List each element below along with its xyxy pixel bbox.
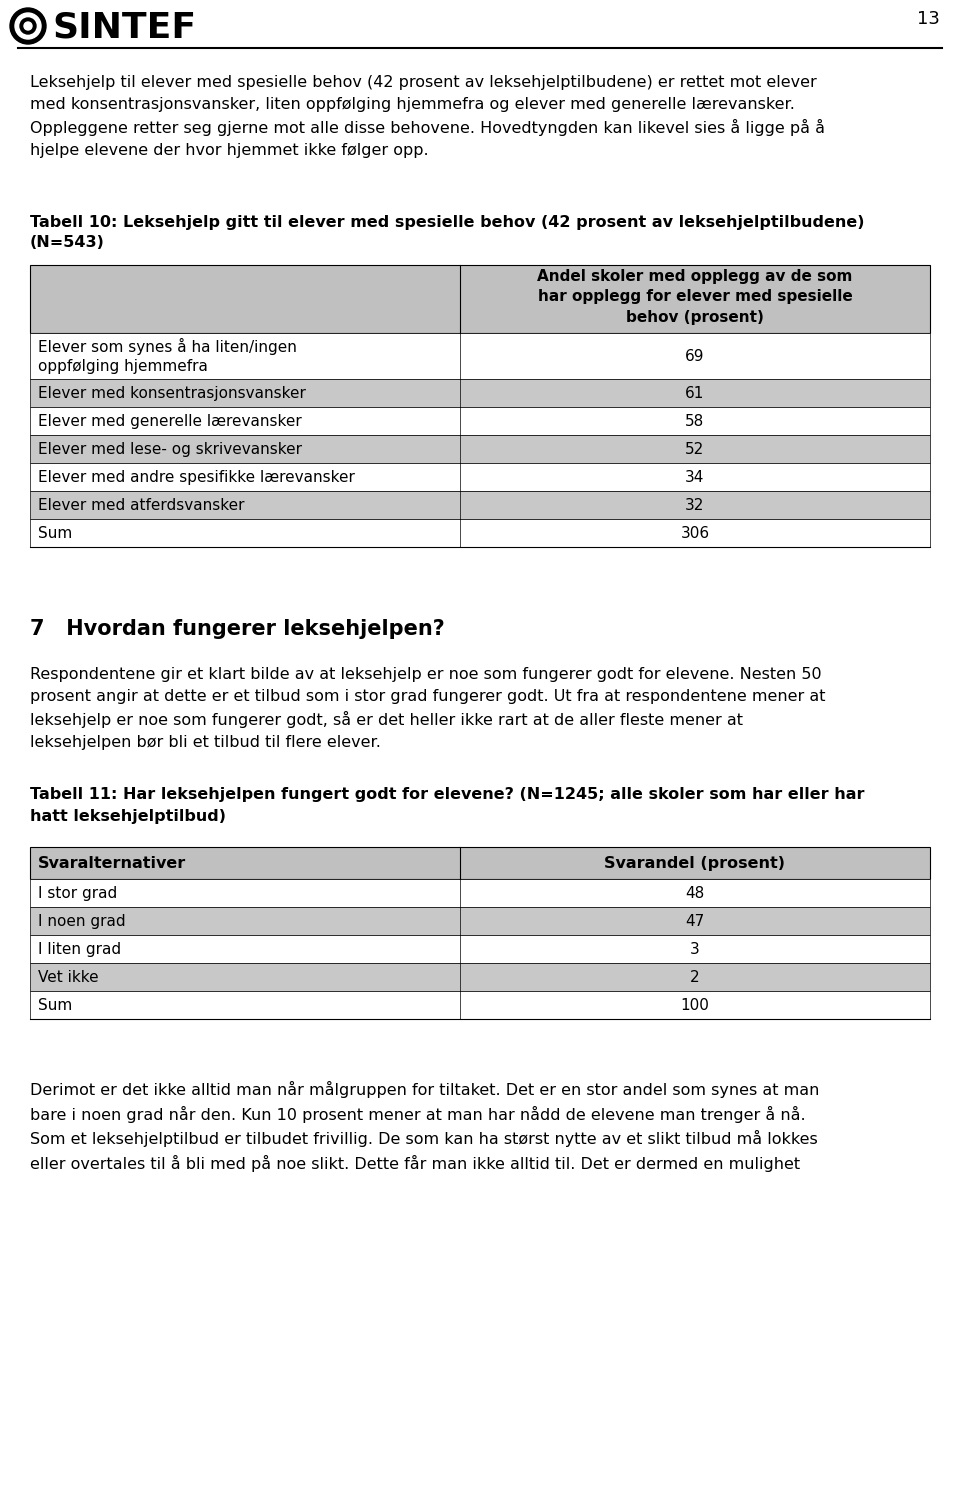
Text: Leksehjelp til elever med spesielle behov (42 prosent av leksehjelptilbudene) er: Leksehjelp til elever med spesielle beho… bbox=[30, 75, 825, 159]
Text: Andel skoler med opplegg av de som
har opplegg for elever med spesielle
behov (p: Andel skoler med opplegg av de som har o… bbox=[538, 269, 852, 325]
Bar bbox=[30, 334, 930, 378]
Text: 7   Hvordan fungerer leksehjelpen?: 7 Hvordan fungerer leksehjelpen? bbox=[30, 619, 444, 639]
Bar bbox=[30, 935, 930, 963]
Text: 306: 306 bbox=[681, 525, 709, 540]
Bar bbox=[30, 880, 930, 907]
Text: 32: 32 bbox=[685, 498, 705, 513]
Bar bbox=[30, 462, 930, 491]
Text: I liten grad: I liten grad bbox=[38, 941, 121, 956]
Bar bbox=[30, 407, 930, 435]
Text: 47: 47 bbox=[685, 914, 705, 929]
Bar bbox=[30, 847, 930, 880]
Bar bbox=[30, 990, 930, 1019]
Circle shape bbox=[24, 22, 32, 30]
Text: I noen grad: I noen grad bbox=[38, 914, 126, 929]
Text: (N=543): (N=543) bbox=[30, 235, 105, 250]
Text: Sum: Sum bbox=[38, 998, 72, 1013]
Text: Tabell 10: Leksehjelp gitt til elever med spesielle behov (42 prosent av leksehj: Tabell 10: Leksehjelp gitt til elever me… bbox=[30, 215, 865, 230]
Text: 100: 100 bbox=[681, 998, 709, 1013]
Bar bbox=[30, 963, 930, 990]
Text: SINTEF: SINTEF bbox=[52, 10, 196, 43]
Text: 61: 61 bbox=[685, 386, 705, 401]
Circle shape bbox=[15, 13, 41, 39]
Text: Tabell 11: Har leksehjelpen fungert godt for elevene? (N=1245; alle skoler som h: Tabell 11: Har leksehjelpen fungert godt… bbox=[30, 787, 865, 802]
Text: 58: 58 bbox=[685, 413, 705, 428]
Text: Vet ikke: Vet ikke bbox=[38, 969, 99, 984]
Bar bbox=[30, 378, 930, 407]
Text: Elever med lese- og skrivevansker: Elever med lese- og skrivevansker bbox=[38, 441, 302, 456]
Text: Derimot er det ikke alltid man når målgruppen for tiltaket. Det er en stor andel: Derimot er det ikke alltid man når målgr… bbox=[30, 1082, 820, 1173]
Text: Sum: Sum bbox=[38, 525, 72, 540]
Text: Elever med andre spesifikke lærevansker: Elever med andre spesifikke lærevansker bbox=[38, 470, 355, 485]
Text: 2: 2 bbox=[690, 969, 700, 984]
Bar bbox=[30, 907, 930, 935]
Bar bbox=[30, 435, 930, 462]
Text: Svaralternativer: Svaralternativer bbox=[38, 856, 186, 871]
Text: Svarandel (prosent): Svarandel (prosent) bbox=[605, 856, 785, 871]
Text: Elever med atferdsvansker: Elever med atferdsvansker bbox=[38, 498, 245, 513]
Text: 52: 52 bbox=[685, 441, 705, 456]
Text: Elever med generelle lærevansker: Elever med generelle lærevansker bbox=[38, 413, 301, 428]
Text: Respondentene gir et klart bilde av at leksehjelp er noe som fungerer godt for e: Respondentene gir et klart bilde av at l… bbox=[30, 667, 826, 749]
Bar bbox=[30, 491, 930, 519]
Text: I stor grad: I stor grad bbox=[38, 886, 117, 901]
Text: Elever som synes å ha liten/ingen
oppfølging hjemmefra: Elever som synes å ha liten/ingen oppføl… bbox=[38, 338, 297, 374]
Bar bbox=[30, 265, 930, 334]
Text: 3: 3 bbox=[690, 941, 700, 956]
Text: 69: 69 bbox=[685, 349, 705, 364]
Text: hatt leksehjelptilbud): hatt leksehjelptilbud) bbox=[30, 809, 226, 824]
Circle shape bbox=[20, 18, 36, 34]
Circle shape bbox=[10, 7, 46, 43]
Bar bbox=[30, 519, 930, 548]
Text: Elever med konsentrasjonsvansker: Elever med konsentrasjonsvansker bbox=[38, 386, 306, 401]
Text: 13: 13 bbox=[917, 10, 940, 28]
Text: 48: 48 bbox=[685, 886, 705, 901]
Text: 34: 34 bbox=[685, 470, 705, 485]
